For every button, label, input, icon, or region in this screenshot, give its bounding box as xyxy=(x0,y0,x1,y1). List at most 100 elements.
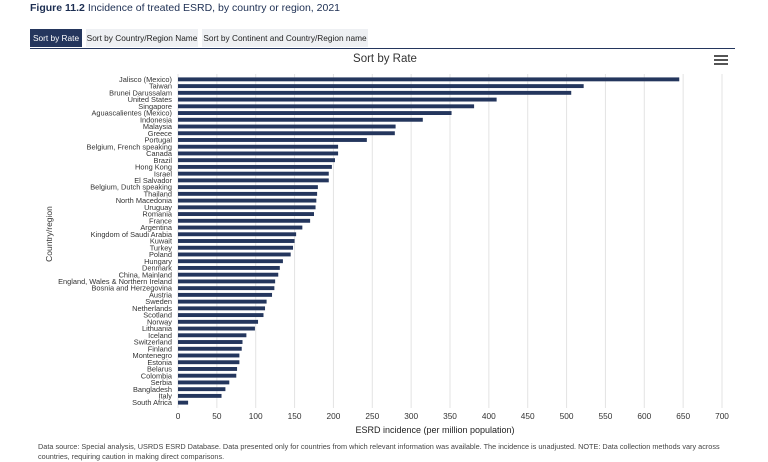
y-category-label: Lithuania xyxy=(142,324,173,333)
x-tick-label: 300 xyxy=(404,411,418,421)
bar xyxy=(178,292,273,297)
y-category-label: Singapore xyxy=(138,102,172,111)
y-category-label: Romania xyxy=(142,210,172,219)
bar xyxy=(178,84,584,89)
x-tick-label: 0 xyxy=(176,411,181,421)
y-category-label: Finland xyxy=(148,344,172,353)
bar xyxy=(178,205,316,210)
figure-number: Figure 11.2 xyxy=(30,2,85,14)
bar xyxy=(178,279,276,284)
bar xyxy=(178,131,395,136)
y-category-label: Kingdom of Saudi Arabia xyxy=(91,230,173,239)
y-category-label: North Macedonia xyxy=(116,196,173,205)
hamburger-menu-icon[interactable] xyxy=(714,55,728,67)
bar xyxy=(178,353,240,358)
bar xyxy=(178,212,314,217)
bar xyxy=(178,225,303,230)
bar xyxy=(178,313,264,318)
y-category-label: Uruguay xyxy=(144,203,172,212)
bar xyxy=(178,185,318,190)
x-tick-label: 50 xyxy=(212,411,222,421)
tab-sort-by-country-name[interactable]: Sort by Country/Region Name xyxy=(86,29,198,47)
y-category-label: Belgium, French speaking xyxy=(87,142,172,151)
y-category-label: Netherlands xyxy=(132,304,172,313)
bar xyxy=(178,239,295,243)
y-category-label: England, Wales & Northern Ireland xyxy=(58,277,172,286)
bar xyxy=(178,259,283,264)
bar xyxy=(178,77,680,82)
y-category-label: Switzerland xyxy=(134,338,172,347)
y-category-label: Belgium, Dutch speaking xyxy=(90,183,172,192)
bar xyxy=(178,198,317,203)
y-category-label: Israel xyxy=(154,169,172,178)
bar xyxy=(178,393,222,398)
bar xyxy=(178,232,297,237)
bar xyxy=(178,326,255,331)
bar xyxy=(178,400,189,405)
y-category-label: Norway xyxy=(147,317,172,326)
bar xyxy=(178,117,423,122)
x-tick-label: 450 xyxy=(521,411,535,421)
bar xyxy=(178,104,475,109)
x-tick-label: 650 xyxy=(676,411,690,421)
bar xyxy=(178,111,452,115)
y-category-label: Serbia xyxy=(151,378,173,387)
y-category-label: Sweden xyxy=(145,297,172,306)
y-category-label: Denmark xyxy=(142,264,172,273)
tab-sort-by-continent-and-country[interactable]: Sort by Continent and Country/Region nam… xyxy=(202,29,368,47)
x-tick-label: 500 xyxy=(560,411,574,421)
y-category-label: Scotland xyxy=(143,311,172,320)
bar xyxy=(178,360,240,365)
bar xyxy=(178,367,238,371)
bar xyxy=(178,158,335,163)
x-axis-title: ESRD incidence (per million population) xyxy=(355,425,514,435)
y-category-label: Hong Kong xyxy=(135,163,172,172)
y-category-label: United States xyxy=(128,95,173,104)
x-tick-label: 550 xyxy=(599,411,613,421)
y-category-label: Poland xyxy=(149,250,172,259)
sort-tabs: Sort by Rate Sort by Country/Region Name… xyxy=(30,29,735,49)
y-category-label: Turkey xyxy=(150,243,173,252)
y-category-label: Thailand xyxy=(144,189,172,198)
y-category-label: Greece xyxy=(148,129,172,138)
y-category-label: Bosnia and Herzegovina xyxy=(91,284,172,293)
bar xyxy=(178,245,294,250)
x-tick-label: 200 xyxy=(327,411,341,421)
bar xyxy=(178,272,279,277)
tab-sort-by-rate[interactable]: Sort by Rate xyxy=(30,29,82,47)
bar xyxy=(178,333,247,338)
bar xyxy=(178,90,572,95)
x-tick-label: 250 xyxy=(365,411,379,421)
y-category-label: Belarus xyxy=(147,365,172,374)
x-tick-label: 150 xyxy=(288,411,302,421)
bar xyxy=(178,299,267,304)
y-axis-title: Country/region xyxy=(44,206,54,262)
bar xyxy=(178,265,280,270)
bar xyxy=(178,340,243,344)
bar xyxy=(178,164,332,169)
y-category-label: Estonia xyxy=(147,358,173,367)
figure-caption: Incidence of treated ESRD, by country or… xyxy=(87,2,341,14)
y-category-label: Indonesia xyxy=(140,115,173,124)
x-tick-label: 700 xyxy=(715,411,729,421)
bar xyxy=(178,252,291,257)
bar xyxy=(178,171,329,176)
y-category-label: France xyxy=(149,216,172,225)
bar xyxy=(178,178,329,183)
y-category-label: China, Mainland xyxy=(119,270,172,279)
y-category-label: Brunei Darussalam xyxy=(109,88,172,97)
bar xyxy=(178,286,275,291)
y-category-label: Kuwait xyxy=(150,237,172,246)
y-category-label: Austria xyxy=(149,290,173,299)
bar xyxy=(178,380,230,385)
bar xyxy=(178,191,318,196)
y-category-label: Jalisco (Mexico) xyxy=(119,75,172,84)
bar xyxy=(178,151,339,156)
y-category-label: Canada xyxy=(146,149,173,158)
bar xyxy=(178,346,242,351)
chart-title: Sort by Rate xyxy=(353,53,417,65)
y-category-label: South Africa xyxy=(132,398,173,407)
bar xyxy=(178,319,259,324)
bar xyxy=(178,218,311,223)
